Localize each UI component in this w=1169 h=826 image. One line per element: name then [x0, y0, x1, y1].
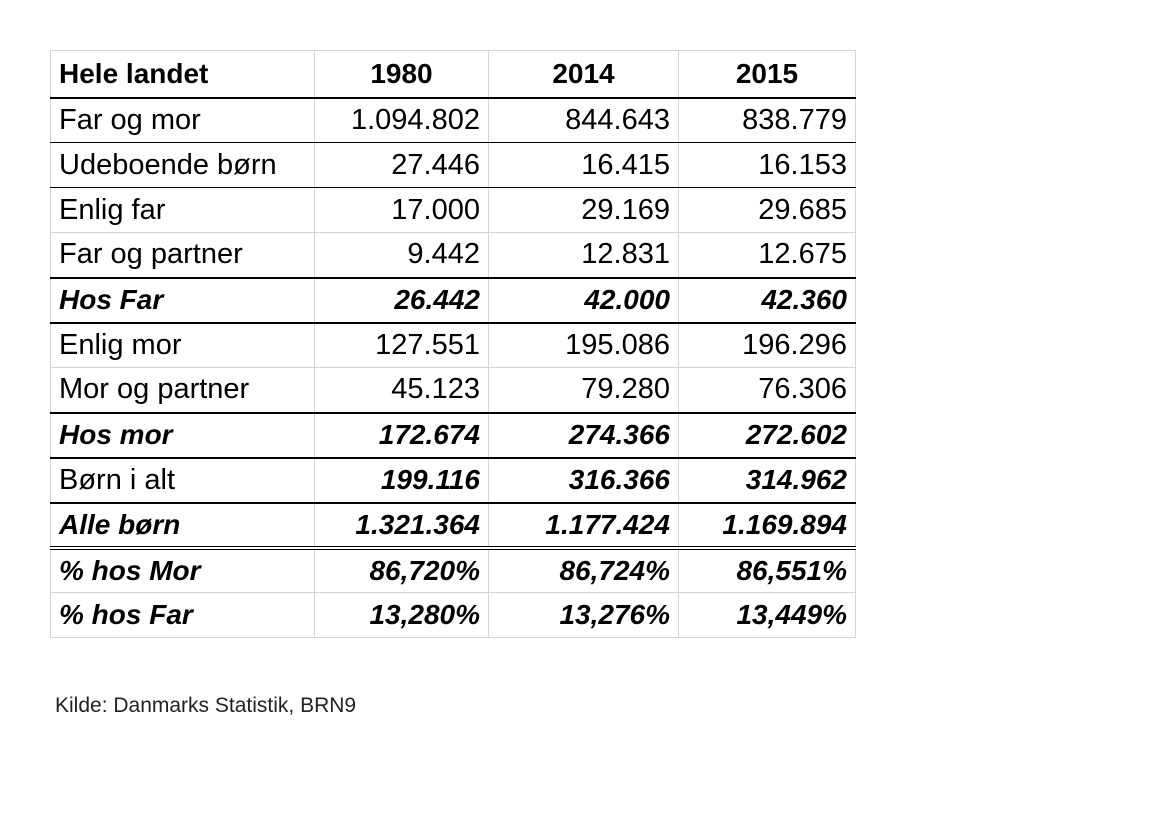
- header-cell-region: Hele landet: [50, 50, 315, 99]
- value-cell: 42.000: [488, 277, 679, 324]
- value-cell: 13,280%: [314, 592, 489, 638]
- header-cell-1980: 1980: [314, 50, 489, 99]
- value-cell: 17.000: [314, 187, 489, 233]
- value-cell: 86,724%: [488, 547, 679, 593]
- value-cell: 13,449%: [678, 592, 856, 638]
- value-cell: 26.442: [314, 277, 489, 324]
- value-cell: 314.962: [678, 457, 856, 504]
- table-row: Alle børn 1.321.364 1.177.424 1.169.894: [50, 502, 856, 550]
- value-cell: 12.831: [488, 232, 679, 279]
- table-row: % hos Mor 86,720% 86,724% 86,551%: [50, 547, 856, 593]
- value-cell: 1.169.894: [678, 502, 856, 550]
- data-table: Hele landet 1980 2014 2015 Far og mor 1.0…: [50, 50, 856, 638]
- header-cell-2014: 2014: [488, 50, 679, 99]
- table-row: Hos mor 172.674 274.366 272.602: [50, 412, 856, 459]
- value-cell: 27.446: [314, 142, 489, 188]
- row-label: Far og partner: [50, 232, 315, 279]
- value-cell: 838.779: [678, 97, 856, 143]
- value-cell: 45.123: [314, 367, 489, 414]
- table-row: Hos Far 26.442 42.000 42.360: [50, 277, 856, 324]
- row-label: Enlig far: [50, 187, 315, 233]
- value-cell: 274.366: [488, 412, 679, 459]
- value-cell: 195.086: [488, 322, 679, 368]
- value-cell: 199.116: [314, 457, 489, 504]
- table-row: Udeboende børn 27.446 16.415 16.153: [50, 142, 856, 188]
- value-cell: 172.674: [314, 412, 489, 459]
- row-label: Hos mor: [50, 412, 315, 459]
- table-row: Børn i alt 199.116 316.366 314.962: [50, 457, 856, 504]
- value-cell: 79.280: [488, 367, 679, 414]
- row-label: Børn i alt: [50, 457, 315, 504]
- value-cell: 86,551%: [678, 547, 856, 593]
- value-cell: 1.177.424: [488, 502, 679, 550]
- table-row: Mor og partner 45.123 79.280 76.306: [50, 367, 856, 414]
- row-label: % hos Far: [50, 592, 315, 638]
- value-cell: 316.366: [488, 457, 679, 504]
- table-row: Far og mor 1.094.802 844.643 838.779: [50, 97, 856, 143]
- row-label: Enlig mor: [50, 322, 315, 368]
- row-label: Udeboende børn: [50, 142, 315, 188]
- value-cell: 76.306: [678, 367, 856, 414]
- value-cell: 86,720%: [314, 547, 489, 593]
- row-label: Mor og partner: [50, 367, 315, 414]
- table-row: % hos Far 13,280% 13,276% 13,449%: [50, 592, 856, 638]
- value-cell: 12.675: [678, 232, 856, 279]
- header-cell-2015: 2015: [678, 50, 856, 99]
- value-cell: 29.169: [488, 187, 679, 233]
- value-cell: 196.296: [678, 322, 856, 368]
- row-label: % hos Mor: [50, 547, 315, 593]
- value-cell: 272.602: [678, 412, 856, 459]
- source-note: Kilde: Danmarks Statistik, BRN9: [55, 694, 357, 717]
- table-row: Far og partner 9.442 12.831 12.675: [50, 232, 856, 279]
- row-label: Alle børn: [50, 502, 315, 550]
- value-cell: 9.442: [314, 232, 489, 279]
- value-cell: 1.321.364: [314, 502, 489, 550]
- value-cell: 16.153: [678, 142, 856, 188]
- table-row: Enlig far 17.000 29.169 29.685: [50, 187, 856, 233]
- value-cell: 844.643: [488, 97, 679, 143]
- value-cell: 42.360: [678, 277, 856, 324]
- value-cell: 1.094.802: [314, 97, 489, 143]
- value-cell: 13,276%: [488, 592, 679, 638]
- header-row: Hele landet 1980 2014 2015: [50, 50, 856, 99]
- value-cell: 29.685: [678, 187, 856, 233]
- value-cell: 127.551: [314, 322, 489, 368]
- row-label: Hos Far: [50, 277, 315, 324]
- row-label: Far og mor: [50, 97, 315, 143]
- table-row: Enlig mor 127.551 195.086 196.296: [50, 322, 856, 368]
- value-cell: 16.415: [488, 142, 679, 188]
